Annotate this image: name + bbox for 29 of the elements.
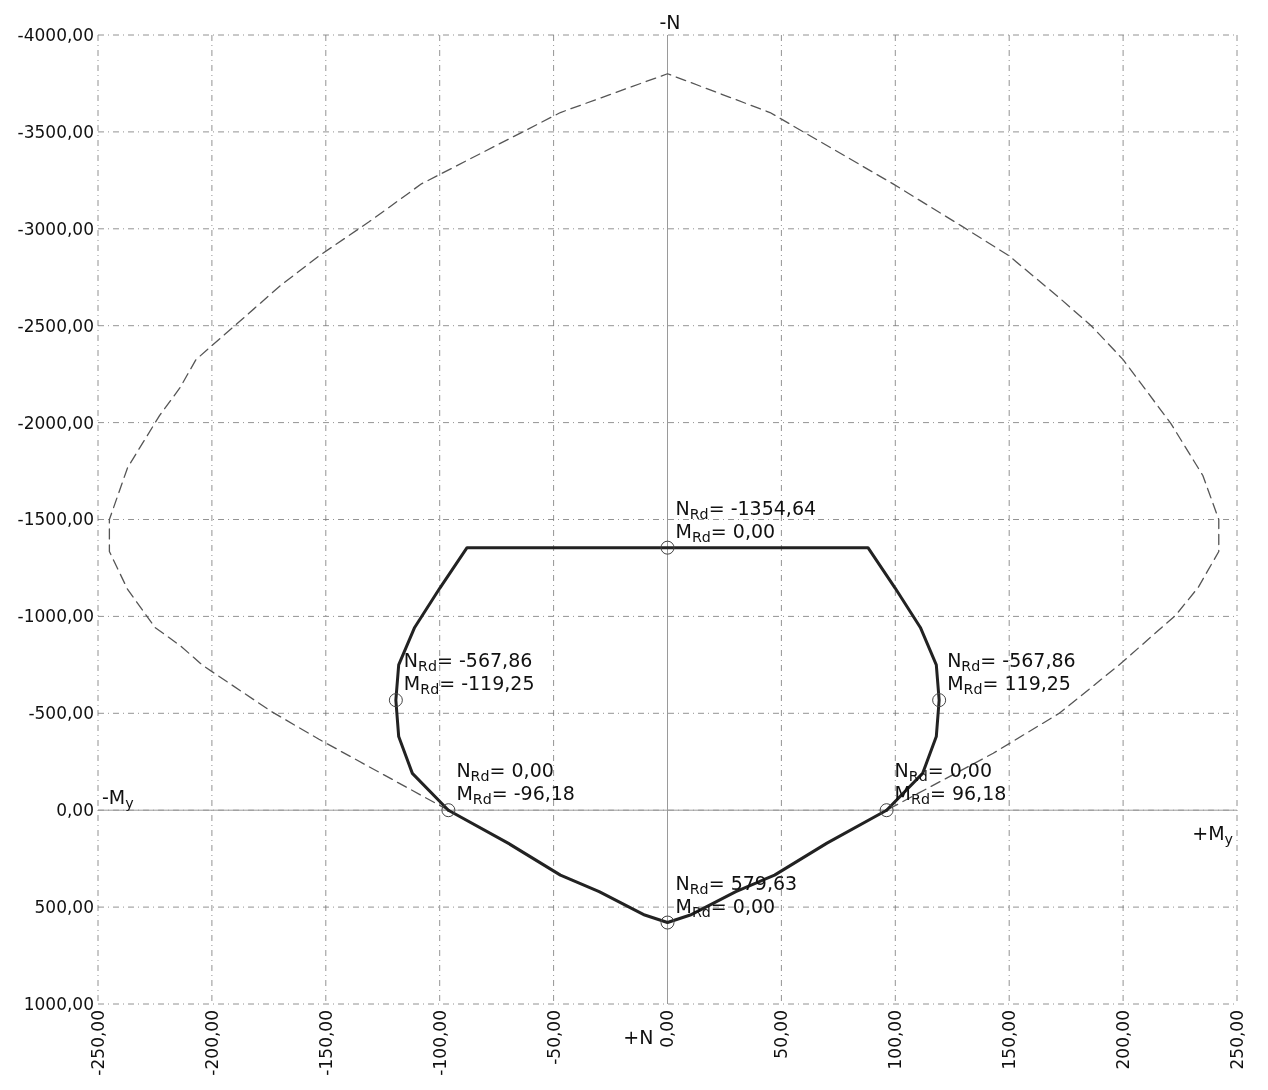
x-tick-label: 50,00	[771, 1010, 792, 1059]
annotation: -M$_{y}$	[102, 786, 135, 811]
y-tick-label: -1000,00	[17, 606, 94, 627]
y-tick-label: 500,00	[34, 897, 94, 918]
x-tick-label: -150,00	[315, 1010, 336, 1076]
x-tick-label: -200,00	[201, 1010, 222, 1076]
x-tick-label: -50,00	[543, 1010, 564, 1065]
y-tick-label: -2500,00	[17, 315, 94, 336]
x-tick-label: 200,00	[1113, 1010, 1134, 1070]
annotation: +M$_{y}$	[1192, 822, 1234, 847]
y-tick-label: -3500,00	[17, 121, 94, 142]
y-tick-label: -500,00	[28, 703, 94, 724]
x-tick-label: -250,00	[87, 1010, 108, 1076]
y-tick-label: -3000,00	[17, 218, 94, 239]
data-label: N$_{Rd}$= -567,86 M$_{Rd}$= 119,25	[947, 649, 1076, 697]
x-tick-label: 100,00	[885, 1010, 906, 1070]
data-label: N$_{Rd}$= -567,86 M$_{Rd}$= -119,25	[403, 649, 535, 697]
x-tick-label: -100,00	[429, 1010, 450, 1076]
y-tick-label: -4000,00	[17, 24, 94, 45]
y-tick-label: -2000,00	[17, 412, 94, 433]
data-label: N$_{Rd}$= -1354,64 M$_{Rd}$= 0,00	[675, 496, 817, 545]
y-tick-label: 0,00	[56, 800, 94, 821]
y-tick-label: -1500,00	[17, 509, 94, 530]
text: -N	[659, 11, 681, 33]
x-tick-label: 0,00	[657, 1010, 678, 1048]
x-tick-label: 250,00	[1226, 1010, 1247, 1070]
x-tick-label: 150,00	[999, 1010, 1020, 1070]
text: +N	[623, 1026, 654, 1048]
data-label: N$_{Rd}$= 0,00 M$_{Rd}$= -96,18	[456, 759, 575, 807]
